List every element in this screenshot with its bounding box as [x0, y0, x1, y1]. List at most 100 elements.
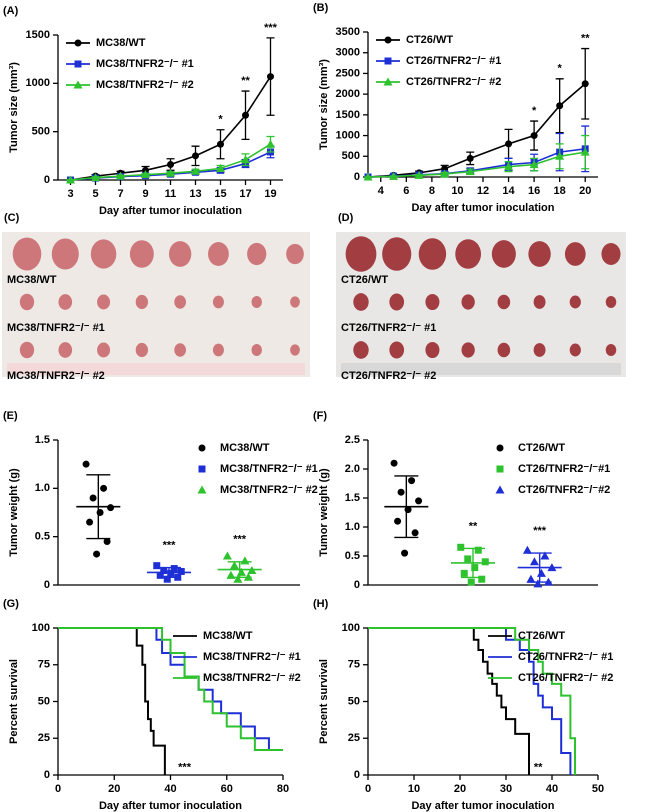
y-tick-label: 3000	[336, 47, 360, 59]
x-tick-label: 40	[546, 783, 558, 795]
tumor	[425, 293, 440, 311]
tumor	[601, 243, 621, 265]
marker	[66, 175, 75, 184]
legend-label: CT26/TNFR2⁻/⁻ #1	[406, 55, 501, 67]
tumor	[286, 243, 304, 265]
y-tick-label: 2000	[336, 88, 360, 100]
y-tick-label: 0	[44, 579, 50, 591]
sd-bar	[461, 547, 485, 579]
tumor	[389, 341, 405, 359]
x-tick-label: 9	[142, 188, 148, 200]
y-axis-label: Tumor weight (g)	[8, 468, 20, 557]
marker	[166, 168, 175, 177]
marker	[408, 477, 416, 485]
x-tick-label: 30	[500, 783, 512, 795]
legend-marker	[197, 485, 207, 494]
marker	[86, 518, 94, 526]
y-tick-label: 1500	[336, 109, 360, 121]
marker	[530, 132, 538, 140]
y-tick-label: 0	[44, 174, 50, 186]
photo-label: CT26/WT	[341, 274, 388, 286]
x-tick-label: 3	[67, 188, 73, 200]
marker	[389, 171, 399, 180]
y-tick-label: 50	[348, 695, 360, 707]
significance: **	[469, 520, 478, 532]
tumor	[389, 293, 405, 311]
marker	[267, 73, 274, 81]
photo-label: MC38/WT	[7, 274, 57, 286]
legend-label: MC38/WT	[203, 630, 253, 642]
marker	[440, 169, 450, 178]
survival-curve	[58, 627, 166, 775]
significance: *	[218, 114, 223, 126]
panel-label: (D)	[338, 212, 354, 224]
legend-marker	[495, 485, 505, 494]
y-tick-label: 1.5	[345, 492, 360, 504]
panel-label: (C)	[4, 212, 20, 224]
tumor	[174, 295, 186, 309]
marker	[116, 171, 125, 180]
marker	[153, 562, 161, 570]
marker	[89, 494, 97, 502]
tumor	[212, 295, 224, 309]
x-tick-label: 14	[502, 185, 515, 197]
marker	[107, 504, 115, 512]
tumor	[569, 343, 581, 357]
y-tick-label: 1000	[26, 77, 50, 89]
y-tick-label: 100	[32, 622, 50, 634]
y-axis-label: Percent survival	[318, 659, 330, 744]
marker	[233, 574, 243, 583]
tumor	[353, 341, 369, 359]
x-axis-label: Day after tumor inoculation	[411, 800, 554, 812]
y-tick-label: 0.5	[345, 550, 360, 562]
x-tick-label: 50	[592, 783, 604, 795]
marker	[474, 546, 482, 554]
marker	[394, 517, 402, 525]
marker	[540, 551, 550, 560]
y-axis-label: Percent survival	[8, 659, 20, 744]
y-tick-label: 50	[38, 695, 50, 707]
y-tick-label: 0	[44, 769, 50, 781]
tumor	[251, 344, 262, 356]
marker	[581, 80, 589, 88]
y-tick-label: 1.0	[35, 482, 50, 494]
tumor	[290, 296, 300, 308]
tumor	[97, 342, 111, 358]
marker	[397, 488, 405, 496]
tumor	[491, 240, 516, 268]
legend-label: MC38/WT	[96, 37, 146, 49]
marker	[229, 561, 239, 570]
x-tick-label: 12	[477, 185, 489, 197]
tumor	[605, 295, 617, 309]
significance: ***	[178, 762, 192, 774]
tumor	[97, 294, 111, 310]
legend-marker	[496, 465, 504, 473]
significance: ***	[233, 534, 247, 546]
x-tick-label: 6	[403, 185, 409, 197]
x-tick-label: 11	[165, 188, 177, 200]
tumor	[19, 293, 35, 311]
x-tick-label: 10	[451, 185, 463, 197]
tumor	[564, 242, 586, 266]
x-tick-label: 8	[429, 185, 435, 197]
tumor	[12, 237, 42, 271]
tumor	[418, 238, 447, 270]
legend-label: CT26/TNFR2⁻/⁻ #2	[406, 76, 501, 88]
survival-curve	[368, 627, 530, 775]
marker	[460, 569, 468, 577]
x-tick-label: 20	[108, 783, 120, 795]
tumor	[455, 239, 482, 269]
marker	[163, 575, 171, 583]
legend-label: CT26/WT	[518, 630, 565, 642]
significance: ***	[533, 525, 547, 537]
x-tick-label: 20	[579, 185, 591, 197]
y-tick-label: 2.0	[345, 463, 360, 475]
marker	[411, 529, 419, 537]
tumor	[533, 295, 546, 309]
marker	[529, 557, 539, 566]
tumor	[247, 242, 267, 266]
marker	[526, 574, 536, 583]
y-tick-label: 500	[32, 126, 50, 138]
x-tick-label: 18	[554, 185, 566, 197]
